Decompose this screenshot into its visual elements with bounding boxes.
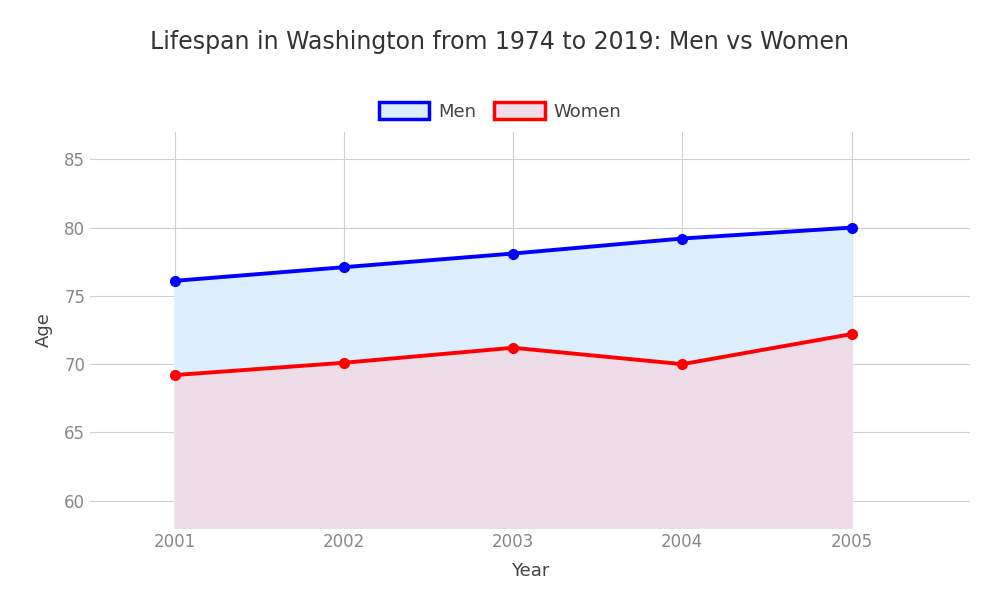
Text: Lifespan in Washington from 1974 to 2019: Men vs Women: Lifespan in Washington from 1974 to 2019… (150, 30, 850, 54)
X-axis label: Year: Year (511, 562, 549, 580)
Legend: Men, Women: Men, Women (379, 102, 621, 121)
Y-axis label: Age: Age (35, 313, 53, 347)
